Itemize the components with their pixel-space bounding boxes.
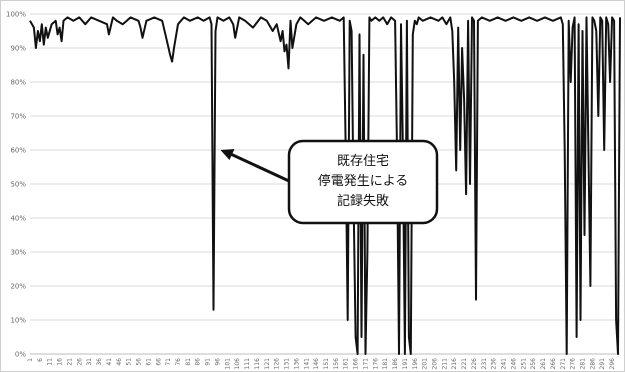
x-tick-label: 16: [57, 358, 64, 366]
y-tick-label: 50%: [10, 181, 26, 189]
x-tick-label: 6: [37, 358, 44, 362]
x-tick-label: 276: [570, 358, 577, 370]
x-tick-label: 251: [520, 358, 527, 370]
x-tick-label: 211: [441, 358, 448, 370]
series-line: [29, 16, 621, 355]
x-tick-label: 141: [303, 358, 310, 370]
x-tick-label: 96: [214, 358, 221, 366]
x-tick-label: 56: [136, 358, 143, 366]
x-tick-label: 146: [313, 358, 320, 370]
x-tick-label: 1: [27, 358, 34, 362]
y-tick-label: 0%: [15, 351, 26, 359]
x-tick-label: 166: [353, 358, 360, 370]
x-tick-label: 51: [126, 358, 133, 366]
x-tick-label: 171: [362, 358, 369, 370]
x-tick-label: 21: [66, 358, 73, 366]
x-tick-label: 81: [185, 358, 192, 366]
x-tick-label: 71: [165, 358, 172, 366]
x-tick-label: 91: [205, 358, 212, 366]
x-tick-label: 61: [145, 358, 152, 366]
x-tick-label: 76: [175, 358, 182, 366]
y-tick-label: 40%: [10, 215, 26, 223]
x-tick-label: 41: [106, 358, 113, 366]
x-tick-label: 296: [609, 358, 616, 370]
x-tick-label: 136: [293, 358, 300, 370]
x-tick-label: 31: [86, 358, 93, 366]
x-tick-label: 236: [491, 358, 498, 370]
x-tick-label: 126: [274, 358, 281, 370]
x-tick-label: 261: [540, 358, 547, 370]
y-tick-label: 10%: [10, 317, 26, 325]
series-group: [29, 16, 621, 355]
x-tick-label: 106: [234, 358, 241, 370]
x-tick-label: 181: [382, 358, 389, 370]
y-tick-label: 90%: [10, 45, 26, 53]
x-tick-label: 86: [195, 358, 202, 366]
x-tick-label: 116: [254, 358, 261, 370]
x-tick-label: 131: [284, 358, 291, 370]
x-tick-label: 231: [481, 358, 488, 370]
x-tick-label: 206: [432, 358, 439, 370]
x-tick-label: 221: [461, 358, 468, 370]
x-tick-label: 226: [471, 358, 478, 370]
y-tick-label: 20%: [10, 283, 26, 291]
callout-text-line: 既存住宅: [337, 154, 389, 169]
x-tick-label: 36: [96, 358, 103, 366]
x-tick-label: 66: [155, 358, 162, 366]
x-tick-label: 121: [264, 358, 271, 370]
x-tick-label: 216: [451, 358, 458, 370]
x-tick-label: 161: [343, 358, 350, 370]
x-tick-label: 101: [224, 358, 231, 370]
callout-text-line: 記録失敗: [337, 193, 389, 209]
y-tick-label: 70%: [10, 113, 26, 121]
x-tick-label: 176: [372, 358, 379, 370]
x-tick-label: 11: [47, 358, 54, 366]
x-axis-ticks: 1 6 11 16 21 26 31 36 41 46 51 56 61 66 71 76 81 86 91 96 10…: [27, 358, 616, 370]
callout-text-line: 停電発生による: [318, 173, 409, 189]
y-axis-ticks: 0% 10% 20% 30% 40% 50% 60% 70% 80% 90% 100%: [6, 11, 26, 359]
x-tick-label: 186: [392, 358, 399, 370]
callout-arrow-line: [227, 151, 290, 183]
y-tick-label: 80%: [10, 79, 26, 87]
x-tick-label: 256: [530, 358, 537, 370]
x-tick-label: 46: [116, 358, 123, 366]
x-tick-label: 26: [76, 358, 83, 366]
grid-lines: [30, 13, 620, 355]
x-tick-label: 196: [412, 358, 419, 370]
callout-arrowhead: [220, 149, 235, 160]
x-tick-label: 156: [333, 358, 340, 370]
x-tick-label: 281: [580, 358, 587, 370]
x-tick-label: 111: [244, 358, 251, 370]
y-tick-label: 60%: [10, 147, 26, 155]
x-tick-label: 201: [422, 358, 429, 370]
y-tick-label: 100%: [6, 11, 26, 19]
x-tick-label: 271: [560, 358, 567, 370]
x-tick-label: 191: [402, 358, 409, 370]
callout-box: [287, 139, 439, 225]
x-tick-label: 241: [501, 358, 508, 370]
x-tick-label: 266: [550, 358, 557, 370]
x-tick-label: 291: [599, 358, 606, 370]
x-tick-label: 246: [510, 358, 517, 370]
x-tick-label: 151: [323, 358, 330, 370]
y-tick-label: 30%: [10, 249, 26, 257]
x-tick-label: 286: [589, 358, 596, 370]
